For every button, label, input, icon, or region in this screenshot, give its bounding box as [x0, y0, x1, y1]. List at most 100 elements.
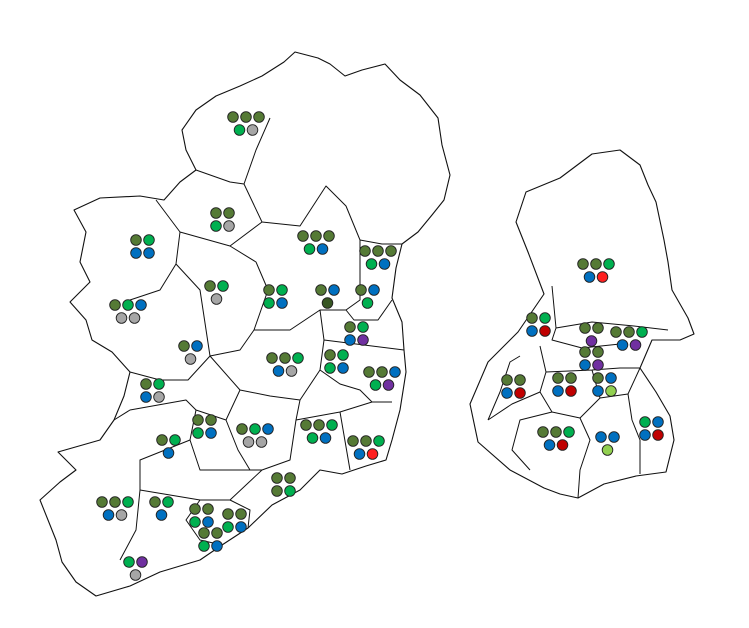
seat-dot: [135, 299, 147, 311]
seat-dot: [579, 359, 591, 371]
seat-dot: [592, 372, 604, 384]
seat-dot: [347, 435, 359, 447]
seat-dot: [235, 521, 247, 533]
seat-dot: [153, 391, 165, 403]
constituency-seats: [363, 366, 401, 391]
seat-dot: [376, 366, 388, 378]
seat-dot: [189, 516, 201, 528]
seat-dot: [136, 556, 148, 568]
dublin-seat-dots: [501, 258, 664, 456]
seat-dot: [592, 385, 604, 397]
seat-dot: [189, 503, 201, 515]
seat-dot: [222, 521, 234, 533]
seat-dot: [284, 485, 296, 497]
seat-dot: [315, 284, 327, 296]
constituency-seats: [315, 284, 340, 309]
constituency-seats: [96, 496, 134, 521]
seat-dot: [143, 234, 155, 246]
seat-dot: [122, 299, 134, 311]
constituency-seats: [501, 374, 526, 399]
constituency-seats: [297, 230, 335, 255]
constituency-seats: [359, 245, 397, 270]
seat-dot: [373, 435, 385, 447]
constituency-seats: [526, 312, 551, 337]
seat-dot: [210, 207, 222, 219]
seat-dot: [153, 378, 165, 390]
seat-dot: [366, 448, 379, 460]
seat-dot: [184, 353, 197, 365]
constituency-seats: [610, 326, 648, 351]
seat-dot: [337, 362, 349, 374]
seat-dot: [592, 322, 604, 334]
seat-dot: [222, 508, 234, 520]
seat-dot: [263, 284, 275, 296]
seat-dot: [115, 312, 128, 324]
seat-dot: [313, 419, 325, 431]
seat-dot: [605, 372, 617, 384]
seat-dot: [109, 496, 121, 508]
seat-dot: [639, 416, 651, 428]
seat-dot: [543, 439, 556, 451]
seat-dot: [235, 508, 247, 520]
seat-dot: [262, 423, 274, 435]
seat-dot: [211, 540, 223, 552]
constituency-seats: [189, 503, 214, 528]
seat-dot: [303, 243, 316, 255]
seat-dot: [579, 322, 591, 334]
seat-dot: [128, 312, 141, 324]
seat-dot: [583, 271, 596, 283]
constituency-seats: [639, 416, 664, 441]
constituency-seats: [210, 207, 235, 232]
seat-dot: [236, 423, 248, 435]
constituency-seats: [595, 431, 620, 456]
seat-dot: [297, 230, 309, 242]
constituency-seats: [156, 434, 181, 459]
seat-dot: [246, 124, 259, 136]
seat-dot: [227, 111, 239, 123]
seat-dot: [361, 297, 374, 309]
constituency-seats: [109, 299, 147, 324]
seat-dot: [623, 326, 635, 338]
seat-dot: [652, 429, 664, 441]
seat-dot: [357, 334, 369, 346]
constituency-seats: [579, 322, 604, 347]
seat-dot: [162, 447, 175, 459]
seat-dot: [639, 429, 651, 441]
seat-dot: [378, 258, 391, 270]
seat-dot: [149, 496, 161, 508]
constituency-seats: [300, 419, 338, 444]
seat-dot: [326, 419, 338, 431]
seat-dot: [355, 284, 367, 296]
seat-dot: [198, 527, 210, 539]
constituency-seats: [579, 346, 604, 371]
constituency-seats: [204, 280, 229, 305]
seat-dot: [169, 434, 181, 446]
seat-dot: [272, 365, 285, 377]
seat-dot: [249, 423, 261, 435]
seat-dot: [240, 111, 252, 123]
seat-dot: [233, 124, 246, 136]
seat-dot: [601, 444, 614, 456]
seat-dot: [526, 312, 538, 324]
seat-dot: [223, 220, 235, 232]
seat-dot: [242, 436, 255, 448]
seat-dot: [363, 366, 375, 378]
seat-dot: [385, 245, 397, 257]
seat-dot: [537, 426, 549, 438]
seat-dot: [140, 378, 152, 390]
constituency-seats: [130, 234, 155, 259]
seat-dot: [156, 434, 168, 446]
seat-dot: [122, 496, 134, 508]
seat-dot: [198, 540, 210, 552]
constituency-seats: [140, 378, 165, 403]
seat-dot: [565, 385, 577, 397]
seat-dot: [321, 297, 334, 309]
seat-dot: [501, 374, 513, 386]
constituency-seats: [236, 423, 274, 448]
constituency-seats: [552, 372, 577, 397]
seat-dot: [253, 111, 265, 123]
seat-dot: [636, 326, 648, 338]
seat-dot: [300, 419, 312, 431]
seat-dot: [368, 284, 380, 296]
ireland-seat-dots: [96, 111, 401, 581]
